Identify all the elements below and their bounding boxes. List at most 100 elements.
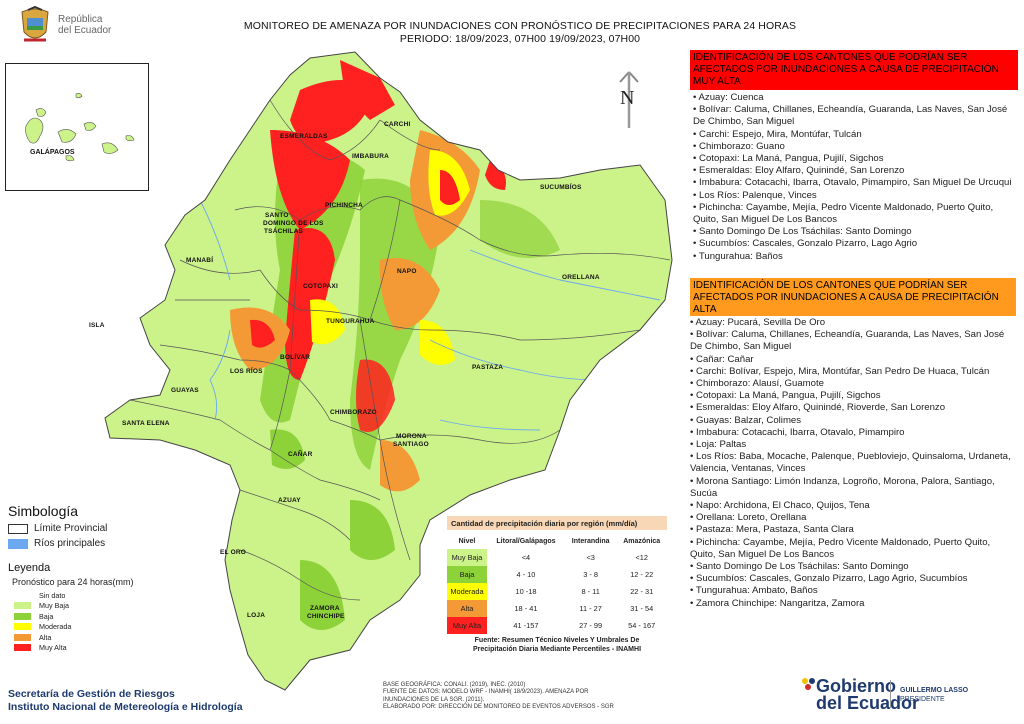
- rios-row: Ríos principales: [8, 538, 188, 549]
- list-item: • Guayas: Balzar, Colimes: [690, 414, 802, 426]
- list-item: • Chimborazo: Alausí, Guamote: [690, 378, 825, 390]
- del-ecuador-text: del Ecuador: [816, 693, 920, 713]
- province-label-tungurahua: TUNGURAHUA: [326, 318, 375, 325]
- credit-line: FUENTE DE DATOS: MODELO WRF - INAMHI( 18…: [383, 689, 589, 696]
- gobierno-text: Gobierno: [816, 676, 896, 696]
- legend-swatch: [14, 602, 31, 610]
- table-caption: Cantidad de precipitación diaria por reg…: [447, 516, 667, 530]
- north-label: N: [620, 87, 635, 109]
- province-label-esmeraldas: ESMERALDAS: [280, 133, 328, 140]
- north-arrow-icon: [619, 71, 639, 128]
- province-label-pichincha: PICHINCHA: [325, 202, 363, 209]
- nivel-cell: Alta: [447, 600, 487, 617]
- list-item: • Imbabura: Cotacachi, Ibarra, Otavalo, …: [693, 177, 1012, 189]
- list-item: • Los Ríos: Palenque, Vinces: [693, 189, 817, 201]
- list-item: • Los Ríos: Baba, Mocache, Palenque, Pue…: [690, 451, 1011, 475]
- list-item: • Pichincha: Cayambe, Mejía, Pedro Vicen…: [690, 536, 991, 560]
- table-row: Muy Baja <4 <3 <12: [447, 549, 667, 566]
- list-item: • Carchi: Bolívar, Espejo, Mira, Montúfa…: [690, 365, 990, 377]
- table-cell: <4: [521, 553, 531, 562]
- col-header: Amazónica: [623, 537, 661, 545]
- list-item: • Azuay: Cuenca: [693, 92, 764, 103]
- legend-label: Baja: [39, 611, 54, 621]
- province-label-zamora-2: CHINCHIPE: [307, 613, 345, 620]
- alta-header: IDENTIFICACIÓN DE LOS CANTONES QUE PODRÍ…: [690, 278, 1016, 316]
- list-item: • Carchi: Espejo, Mira, Montúfar, Tulcán: [693, 128, 862, 140]
- legend-label: Moderada: [39, 622, 72, 632]
- province-label-santo-domingo-2: DOMINGO DE LOS: [263, 220, 324, 227]
- legend-label: Muy Baja: [39, 601, 69, 611]
- list-item: • Sucumbíos: Cascales, Gonzalo Pizarro, …: [690, 573, 968, 585]
- province-label-los-rios: LOS RÍOS: [230, 368, 263, 375]
- legend-row-muy-alta: Muy Alta: [8, 643, 188, 654]
- title-line-1: MONITOREO DE AMENAZA POR INUNDACIONES CO…: [243, 20, 797, 32]
- list-item: • Esmeraldas: Eloy Alfaro, Quinindé, San…: [693, 165, 905, 177]
- list-item: • Esmeraldas: Eloy Alfaro, Quinindé, Rio…: [690, 402, 946, 414]
- limite-provincial-row: Límite Provincial: [8, 523, 188, 534]
- province-label-sucumbios: SUCUMBÍOS: [540, 184, 582, 191]
- province-label-azuay: AZUAY: [278, 497, 301, 504]
- simbologia-title: Simbología: [8, 503, 79, 519]
- del-ecuador-text: del Ecuador: [58, 25, 112, 36]
- province-label-morona: MORONA: [396, 433, 427, 440]
- main-rivers: [199, 199, 661, 431]
- nivel-cell: Muy Baja: [447, 549, 487, 566]
- table-cell: 54 - 167: [628, 621, 656, 630]
- list-item: • Sucumbíos: Cascales, Gonzalo Pizarro, …: [693, 238, 918, 250]
- legend-row-moderada: Moderada: [8, 622, 188, 633]
- province-label-el-oro: EL ORO: [220, 549, 247, 556]
- list-item: • Pichincha: Cayambe, Mejía, Pedro Vicen…: [693, 201, 994, 226]
- legend-row-sin-dato: Sin dato: [8, 590, 188, 601]
- province-label-guayas: GUAYAS: [171, 387, 199, 394]
- province-label-santo-domingo-3: TSÁCHILAS: [264, 228, 303, 235]
- province-label-manabi: MANABÍ: [186, 257, 214, 264]
- list-item: • Loja: Paltas: [690, 439, 747, 451]
- province-label-canar: CAÑAR: [288, 451, 313, 458]
- table-cell: 31 - 54: [630, 604, 654, 613]
- table-cell: 41 -157: [513, 621, 539, 630]
- list-item: • Pastaza: Mera, Pastaza, Santa Clara: [690, 524, 854, 536]
- galapagos-inset: GALÁPAGOS: [5, 63, 149, 191]
- table-cell: 18 - 41: [514, 604, 538, 613]
- legend-label: Alta: [39, 632, 52, 642]
- simbologia: Simbología Límite Provincial Ríos princi…: [8, 503, 188, 549]
- list-item: • Cotopaxi: La Maná, Pangua, Pujilí, Sig…: [690, 390, 881, 402]
- table-cell: 4 - 10: [516, 570, 536, 579]
- table-row: Baja 4 - 10 3 - 8 12 - 22: [447, 566, 667, 583]
- table-cell: <12: [635, 553, 648, 562]
- legend-swatch: [14, 644, 31, 652]
- nivel-cell: Moderada: [447, 583, 487, 600]
- rios-label: Ríos principales: [34, 538, 106, 549]
- province-label-cotopaxi: COTOPAXI: [303, 283, 338, 290]
- list-item: • Cotopaxi: La Maná, Pangua, Pujilí, Sig…: [693, 153, 884, 165]
- list-item: • Bolívar: Caluma, Chillanes, Echeandía,…: [693, 104, 1008, 128]
- table-row: Moderada 10 -18 8 - 11 22 - 31: [447, 583, 667, 600]
- province-label-loja: LOJA: [247, 612, 266, 619]
- table-source: Fuente: Resumen Técnico Niveles Y Umbral…: [447, 636, 667, 654]
- province-label-carchi: CARCHI: [384, 121, 411, 128]
- source-line: Fuente: Resumen Técnico Niveles Y Umbral…: [474, 637, 640, 644]
- table-header-row: Nivel Litoral/Galápagos Interandina Amaz…: [447, 533, 667, 549]
- gobierno-logo: Gobierno del Ecuador GUILLERMO LASSO PRE…: [800, 672, 1015, 718]
- republica-logo: República del Ecuador: [10, 4, 120, 48]
- coat-of-arms-icon: [21, 6, 49, 42]
- hazard-zones: [230, 60, 560, 630]
- footer-credits: BASE GEOGRÁFICA: CONALI. (2019), INEC. (…: [383, 682, 623, 712]
- galapagos-label: GALÁPAGOS: [30, 149, 75, 156]
- province-label-santo-domingo: SANTO: [265, 212, 289, 219]
- province-label-orellana: ORELLANA: [562, 274, 600, 281]
- source-line: Precipitación Diaria Mediante Percentile…: [472, 646, 642, 653]
- table-row: Alta 18 - 41 11 - 27 31 - 54: [447, 600, 667, 617]
- list-item: • Orellana: Loreto, Orellana: [690, 512, 807, 524]
- list-item: • Imbabura: Cotacachi, Ibarra, Otavalo, …: [690, 426, 905, 438]
- table-row: Muy Alta 41 -157 27 - 99 54 - 167: [447, 617, 667, 634]
- list-item: • Santo Domingo De Los Tsáchilas: Santo …: [690, 561, 909, 573]
- alta-list: • Azuay: Pucará, Sevilla De Oro • Bolíva…: [690, 317, 1016, 610]
- col-header: Nivel: [458, 537, 476, 545]
- list-item: • Azuay: Pucará, Sevilla De Oro: [690, 317, 826, 328]
- table-cell: 10 -18: [515, 587, 537, 596]
- table-cell: 12 - 22: [630, 570, 654, 579]
- province-label-pastaza: PASTAZA: [472, 364, 504, 371]
- table-cell: 27 - 99: [579, 621, 603, 630]
- legend-swatch: [14, 623, 31, 631]
